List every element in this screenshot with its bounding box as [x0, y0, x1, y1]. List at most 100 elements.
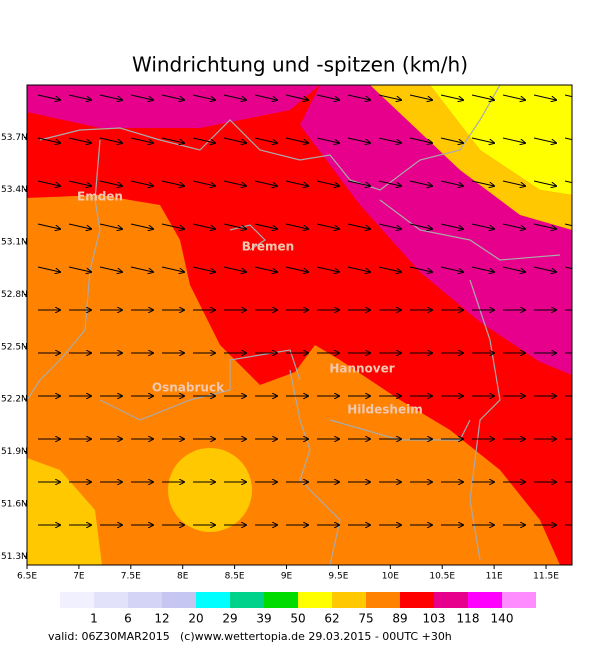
- wind-arrow: [223, 94, 246, 100]
- wind-arrow: [254, 223, 277, 229]
- city-label: Hannover: [329, 362, 394, 376]
- wind-arrow: [37, 180, 60, 186]
- legend-label: 118: [457, 612, 480, 626]
- legend-label: 103: [423, 612, 446, 626]
- wind-arrow: [440, 223, 463, 229]
- wind-arrow: [533, 266, 556, 272]
- wind-arrow: [564, 180, 572, 184]
- wind-arrow: [471, 94, 494, 100]
- wind-arrow: [223, 180, 246, 186]
- wind-arrow: [502, 94, 525, 100]
- wind-arrow: [37, 223, 60, 229]
- wind-arrow: [347, 137, 370, 143]
- band-orange-yellow: [168, 448, 252, 532]
- wind-arrow: [564, 266, 572, 270]
- x-tick-label: 9E: [281, 572, 293, 582]
- x-tick-label: 10E: [382, 572, 399, 582]
- wind-arrow: [99, 137, 122, 143]
- wind-arrow: [99, 94, 122, 100]
- wind-arrow: [161, 137, 184, 143]
- wind-arrow: [130, 266, 153, 272]
- wind-arrow: [192, 266, 215, 272]
- wind-arrow: [161, 180, 184, 186]
- wind-arrow: [471, 266, 494, 272]
- footer-source: (c)www.wettertopia.de 29.03.2015 - 00UTC…: [180, 630, 452, 643]
- wind-arrow: [192, 223, 215, 229]
- wind-arrow: [502, 223, 525, 229]
- y-tick-label: 53.4N: [1, 185, 28, 195]
- wind-arrow: [68, 180, 91, 186]
- wind-arrow: [254, 266, 277, 272]
- wind-arrow: [347, 223, 370, 229]
- wind-arrow: [471, 223, 494, 229]
- band-orange-yellow: [370, 85, 572, 230]
- wind-arrow: [378, 94, 401, 100]
- wind-arrow: [471, 137, 494, 143]
- wind-arrow: [192, 180, 215, 186]
- x-tick-label: 9.5E: [328, 572, 348, 582]
- y-tick-label: 52.5N: [1, 342, 28, 352]
- wind-arrow: [378, 223, 401, 229]
- wind-arrow: [471, 180, 494, 186]
- wind-arrow: [316, 137, 339, 143]
- y-tick-label: 52.8N: [1, 290, 28, 300]
- wind-arrow: [502, 266, 525, 272]
- legend-swatch: [298, 592, 332, 608]
- y-tick-label: 51.6N: [1, 499, 28, 509]
- wind-arrow: [223, 137, 246, 143]
- band-yellow: [430, 85, 572, 195]
- legend-label: 75: [358, 612, 373, 626]
- wind-arrow: [99, 180, 122, 186]
- wind-arrow: [37, 94, 60, 100]
- wind-arrow: [347, 180, 370, 186]
- city-label: Hildesheim: [347, 403, 422, 417]
- band-orange-yellow: [27, 458, 102, 565]
- legend-swatch: [400, 592, 434, 608]
- legend-swatch: [502, 592, 536, 608]
- wind-arrow: [68, 266, 91, 272]
- legend-label: 29: [222, 612, 237, 626]
- y-tick-label: 52.2N: [1, 395, 28, 405]
- wind-arrow: [223, 223, 246, 229]
- legend-label: 12: [154, 612, 169, 626]
- wind-arrow: [37, 266, 60, 272]
- wind-arrow: [347, 266, 370, 272]
- wind-arrow: [285, 180, 308, 186]
- wind-arrow: [130, 223, 153, 229]
- wind-arrow: [502, 137, 525, 143]
- wind-arrow: [378, 266, 401, 272]
- y-tick-label: 51.9N: [1, 447, 28, 457]
- wind-arrow: [440, 94, 463, 100]
- wind-arrow: [254, 180, 277, 186]
- city-label: Emden: [77, 190, 123, 204]
- wind-arrow: [409, 137, 432, 143]
- wind-arrow: [564, 94, 572, 98]
- wind-arrows: [37, 94, 572, 568]
- legend-swatch: [468, 592, 502, 608]
- x-tick-label: 7E: [73, 572, 85, 582]
- wind-arrow: [409, 180, 432, 186]
- wind-arrow: [378, 137, 401, 143]
- wind-arrow: [502, 180, 525, 186]
- wind-arrow: [564, 137, 572, 141]
- legend-swatch: [94, 592, 128, 608]
- wind-arrow: [316, 266, 339, 272]
- wind-arrow: [533, 223, 556, 229]
- wind-arrow: [37, 137, 60, 143]
- wind-arrow: [285, 266, 308, 272]
- wind-arrow: [564, 223, 572, 227]
- wind-arrow: [378, 180, 401, 186]
- wind-arrow: [533, 137, 556, 143]
- y-tick-label: 53.1N: [1, 238, 28, 248]
- legend-label: 140: [491, 612, 514, 626]
- legend-label: 89: [392, 612, 407, 626]
- legend-label: 6: [124, 612, 132, 626]
- band-magenta: [27, 85, 320, 128]
- wind-arrow: [440, 137, 463, 143]
- city-label: Osnabruck: [152, 381, 225, 395]
- wind-arrow: [347, 94, 370, 100]
- wind-arrow: [285, 94, 308, 100]
- wind-arrow: [533, 180, 556, 186]
